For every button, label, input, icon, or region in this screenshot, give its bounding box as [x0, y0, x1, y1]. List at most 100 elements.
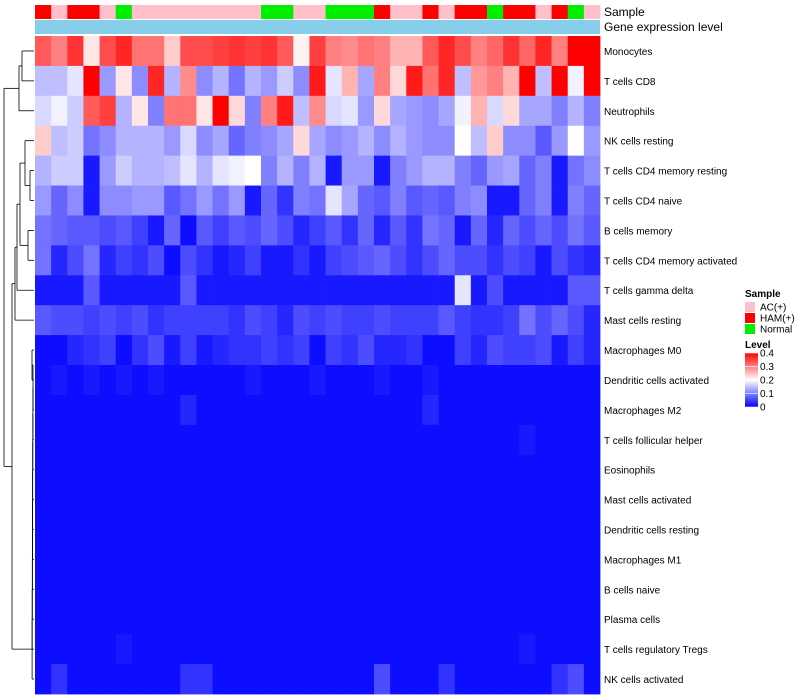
heatmap-cell: [519, 335, 536, 366]
heatmap-cell: [196, 65, 213, 97]
sample-annotation-cell: [406, 5, 423, 19]
heatmap-cell: [487, 245, 504, 276]
sample-annotation-cell: [148, 5, 165, 19]
heatmap-cell: [180, 424, 197, 456]
heatmap-cell: [422, 125, 439, 157]
heatmap-cell: [390, 634, 407, 665]
heatmap-cell: [261, 394, 278, 426]
heatmap-cell: [325, 125, 343, 157]
heatmap-cell: [357, 125, 375, 157]
heatmap-cell: [261, 424, 278, 456]
heatmap-cell: [83, 335, 100, 366]
heatmap-cell: [99, 305, 117, 336]
heatmap-cell: [212, 394, 230, 426]
heatmap-cell: [422, 36, 439, 67]
heatmap-cell: [115, 245, 133, 276]
heatmap-cell: [293, 95, 310, 127]
heatmap-cell: [244, 365, 262, 396]
heatmap-cell: [438, 185, 456, 216]
heatmap-cell: [115, 36, 133, 67]
heatmap-cell: [99, 574, 117, 605]
heatmap-cell: [277, 125, 294, 157]
heatmap-cell: [293, 65, 310, 97]
heatmap-cell: [99, 275, 117, 306]
heatmap-cell: [35, 514, 52, 545]
heatmap-cell: [454, 634, 472, 665]
sample-annotation-cell: [131, 5, 149, 19]
heatmap-cell: [148, 305, 165, 336]
heatmap-cell: [51, 484, 68, 515]
heatmap-cell: [293, 514, 310, 545]
heatmap-cell: [115, 95, 133, 127]
heatmap-cell: [567, 65, 585, 97]
heatmap-cell: [309, 215, 326, 246]
heatmap-cell: [83, 664, 100, 695]
heatmap-cell: [131, 65, 149, 97]
heatmap-cell: [83, 95, 100, 127]
heatmap-cell: [277, 305, 294, 336]
heatmap-cell: [67, 245, 84, 276]
heatmap-cell: [99, 36, 117, 67]
heatmap-cell: [164, 394, 181, 426]
heatmap-cell: [293, 36, 310, 67]
heatmap-cell: [148, 454, 165, 486]
row-label: B cells naive: [604, 585, 661, 596]
heatmap-cell: [83, 484, 100, 515]
heatmap-cell: [551, 544, 569, 575]
heatmap-cell: [374, 305, 391, 336]
heatmap-cell: [390, 275, 407, 306]
heatmap-cell: [261, 245, 278, 276]
heatmap-cell: [341, 155, 359, 186]
heatmap-cell: [470, 95, 488, 127]
heatmap-cell: [180, 215, 197, 246]
heatmap-cell: [454, 125, 472, 157]
heatmap-cell: [535, 365, 552, 396]
heatmap-cell: [390, 484, 407, 515]
heatmap-cell: [148, 664, 165, 695]
heatmap-cell: [583, 664, 601, 695]
heatmap-cell: [228, 36, 246, 67]
heatmap-cell: [406, 514, 423, 545]
heatmap-cell: [357, 36, 375, 67]
heatmap-cell: [390, 514, 407, 545]
heatmap-cell: [583, 65, 601, 97]
heatmap-cell: [551, 215, 569, 246]
heatmap-cell: [487, 335, 504, 366]
heatmap-cell: [487, 574, 504, 605]
heatmap-cell: [503, 484, 520, 515]
row-label: T cells CD4 naive: [604, 197, 683, 208]
sample-annotation-cell: [196, 5, 213, 19]
heatmap-cell: [131, 305, 149, 336]
heatmap-cell: [325, 335, 343, 366]
heatmap-cell: [180, 65, 197, 97]
row-label: Dendritic cells activated: [604, 376, 709, 387]
heatmap-cell: [261, 125, 278, 157]
heatmap-cell: [503, 424, 520, 456]
heatmap-cell: [551, 634, 569, 665]
heatmap-cell: [357, 574, 375, 605]
row-label: Macrophages M2: [604, 406, 682, 417]
heatmap-cell: [244, 574, 262, 605]
heatmap-cell: [261, 155, 278, 186]
row-label: Mast cells activated: [604, 496, 691, 507]
heatmap-cell: [390, 215, 407, 246]
heatmap-cell: [390, 365, 407, 396]
heatmap-cell: [244, 155, 262, 186]
heatmap-cell: [261, 185, 278, 216]
heatmap-cell: [115, 514, 133, 545]
heatmap-cell: [196, 95, 213, 127]
row-label: Macrophages M1: [604, 555, 682, 566]
heatmap-cell: [357, 305, 375, 336]
heatmap-cell: [309, 36, 326, 67]
heatmap-cells: [35, 36, 601, 695]
heatmap-cell: [67, 604, 84, 635]
heatmap-cell: [503, 365, 520, 396]
heatmap-cell: [470, 365, 488, 396]
heatmap-cell: [438, 484, 456, 515]
sample-annotation-cell: [67, 5, 84, 19]
heatmap-cell: [551, 514, 569, 545]
heatmap-cell: [51, 514, 68, 545]
heatmap-cell: [212, 155, 230, 186]
heatmap-cell: [196, 365, 213, 396]
heatmap-cell: [309, 305, 326, 336]
